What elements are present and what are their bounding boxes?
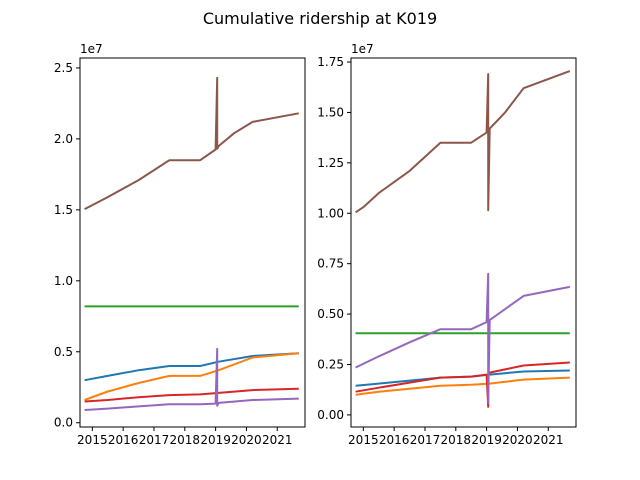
chart-title: Cumulative ridership at K019 [203, 9, 437, 28]
panel-2-series-line-2 [355, 376, 570, 396]
panel-1-offset-label: 1e7 [80, 42, 103, 56]
panel-2-x-tick-label: 2018 [441, 433, 472, 447]
panel-1-series-line-5 [84, 347, 299, 411]
panel-1-y-tick-label: 1.5 [54, 203, 73, 217]
panel-2-y-tick-label: 0.75 [317, 257, 344, 271]
panel-2-y-tick-label: 0.25 [317, 357, 344, 371]
panel-2-series-line-6 [355, 70, 571, 214]
panel-2-y-tick-label: 0.00 [317, 408, 344, 422]
panel-1-series-line-2 [84, 352, 299, 401]
panel-1-x-tick-label: 2020 [231, 433, 262, 447]
panel-1-x-tick-label: 2016 [108, 433, 139, 447]
panel-2-y-tick-label: 1.75 [317, 55, 344, 69]
panel-2-x-tick-label: 2017 [410, 433, 441, 447]
panel-2-series-line-4 [355, 361, 570, 408]
panel-2-x-tick-label: 2015 [348, 433, 379, 447]
panel-1-series-line-6 [84, 76, 299, 210]
panel-2-x-tick-label: 2019 [471, 433, 502, 447]
panel-1-series-line-1 [84, 352, 299, 382]
panel-1-y-tick-label: 2.5 [54, 61, 73, 75]
panel-1: 2015 2016 2017 2018 2019 2020 2021 0.0 0.5 1.0 1.5… [54, 42, 306, 447]
panel-1-y-tick-label: 2.0 [54, 132, 73, 146]
panels-layer: 2015 2016 2017 2018 2019 2020 20210.00.51.01.5… [54, 42, 577, 447]
panel-2-offset-label: 1e7 [351, 42, 374, 56]
panel-2-y-tick-label: 1.50 [317, 105, 344, 119]
panel-2-axes-frame [350, 57, 577, 428]
panel-1-axes-frame [79, 57, 306, 428]
panel-2: 2015 2016 2017 2018 2019 2020 2021 0.00 0.25 0.50… [317, 42, 577, 447]
panel-2-x-tick-label: 2020 [502, 433, 533, 447]
panel-1-x-tick-label: 2019 [200, 433, 231, 447]
panel-2-series-line-5 [355, 272, 570, 404]
panel-1-x-tick-label: 2021 [262, 433, 293, 447]
panel-2-y-tick-label: 1.00 [317, 206, 344, 220]
panel-1-y-tick-label: 0.0 [54, 416, 73, 430]
panel-1-series-line-4 [84, 387, 299, 403]
panel-1-x-tick-label: 2018 [170, 433, 201, 447]
panel-1-x-tick-label: 2017 [139, 433, 170, 447]
panel-2-y-tick-label: 0.50 [317, 307, 344, 321]
panel-1-y-tick-label: 1.0 [54, 274, 73, 288]
panel-1-x-tick-label: 2015 [77, 433, 108, 447]
panel-2-x-tick-label: 2021 [533, 433, 564, 447]
panel-2-x-tick-label: 2016 [379, 433, 410, 447]
panel-2-y-tick-label: 1.25 [317, 156, 344, 170]
panel-1-y-tick-label: 0.5 [54, 345, 73, 359]
